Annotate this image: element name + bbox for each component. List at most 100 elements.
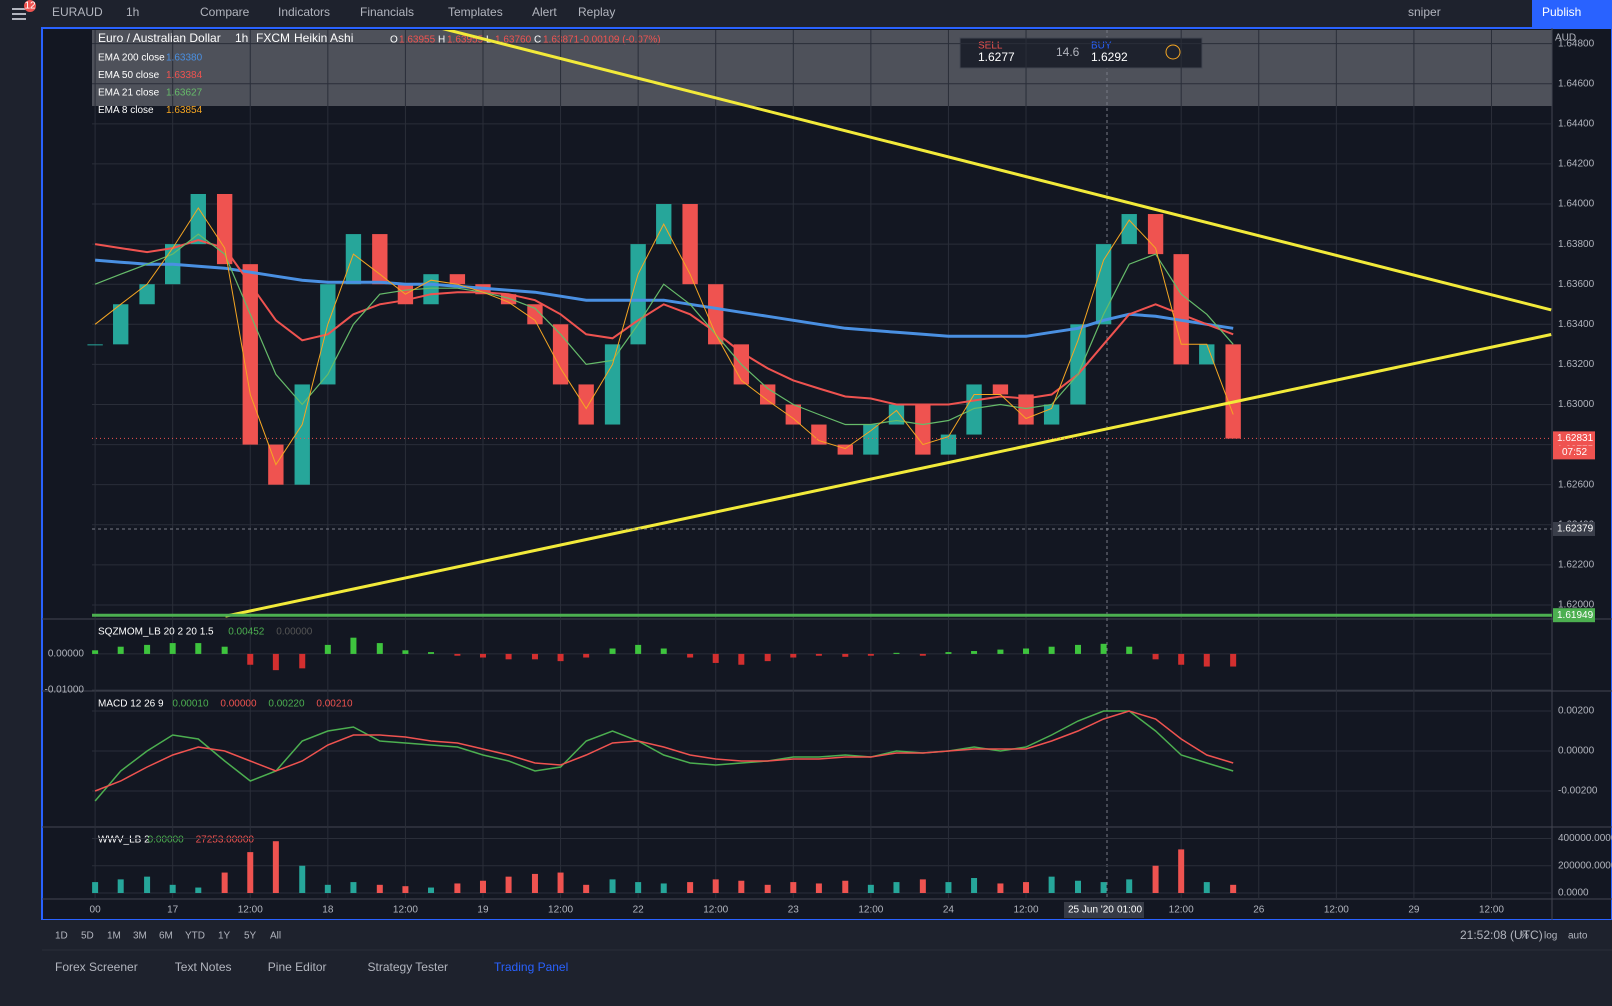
sell-label[interactable]: SELL [978,41,1003,52]
crosshair-date: 25 Jun '20 [1068,905,1114,916]
range-button[interactable]: YTD [185,931,205,942]
range-button[interactable]: 6M [159,931,173,942]
range-button[interactable]: 1M [107,931,121,942]
momentum-bar [402,650,409,654]
scale-option[interactable]: % [1520,931,1529,942]
price-label: 1.61949 [1557,610,1594,621]
clock: 21:52:08 (UTC) [1460,928,1543,942]
volume-bar [738,880,745,893]
user[interactable]: sniper [1408,5,1441,19]
tab[interactable]: Strategy Tester [368,960,448,974]
range-button[interactable]: 1Y [218,931,231,942]
candle [940,434,957,455]
tab[interactable]: Text Notes [175,960,232,974]
toolbar-button[interactable]: Compare [200,5,250,19]
momentum-bar [712,653,719,663]
volume-bar [815,883,822,893]
candle [888,404,905,425]
publish-button[interactable] [1532,0,1612,28]
trendline[interactable] [441,28,1552,312]
highlight-zone [92,30,1552,106]
y-tick-label: 1.64600 [1558,78,1595,89]
volume-bar [712,879,719,893]
candle [992,384,1009,395]
candle [1225,344,1241,439]
volume-bar [247,852,254,893]
range-button[interactable]: 5D [81,931,94,942]
volume-bar [169,884,176,893]
tab[interactable]: Forex Screener [55,960,138,974]
y-tick-label: 400000.0000 [1558,833,1612,844]
info-icon[interactable] [1165,44,1181,60]
ohlc-key: H [438,35,445,46]
momentum-bar [842,653,849,657]
volume-bar [1075,880,1082,893]
volume-bar [867,884,874,893]
momentum-bar [350,637,357,654]
legend-name: EMA 8 close [98,105,154,116]
toolbar-button[interactable]: Alert [532,5,557,19]
volume-bar [842,880,849,893]
volume-bar [376,884,383,893]
ema-line [94,239,1234,406]
tab[interactable]: Pine Editor [268,960,327,974]
candle [190,193,206,245]
volume-bar [92,882,99,893]
candle [604,344,621,425]
volume-bar [272,841,279,893]
toolbar-button[interactable]: Financials [360,5,414,19]
symbol[interactable]: EURAUD [52,5,103,19]
candle [863,424,879,455]
toolbar-button[interactable]: Templates [448,5,503,19]
menu-icon[interactable] [12,8,26,20]
momentum-bar [1203,653,1210,667]
range-button[interactable]: 3M [133,931,147,942]
interval[interactable]: 1h [126,5,139,19]
momentum-bar [971,651,978,654]
trendline[interactable] [225,333,1552,618]
range-button[interactable]: 5Y [244,931,257,942]
volume-bar [350,882,357,893]
ohlc-key: C [534,35,541,46]
toolbar-button[interactable]: Replay [578,5,615,19]
candle [372,234,388,285]
volume-bar [1152,865,1159,893]
tab[interactable]: Trading Panel [494,960,568,974]
candle [1173,254,1189,365]
volume-bar [1023,882,1030,893]
volume-bar [893,882,900,893]
publish-label[interactable]: Publish [1542,5,1581,19]
momentum-bar [583,653,590,658]
legend-value: 1.63384 [166,70,203,81]
momentum-bar [945,652,952,654]
trade-panel [959,37,1203,69]
range-button[interactable]: 1D [55,931,68,942]
momentum-bar [790,653,797,658]
toolbar-button[interactable]: Indicators [278,5,330,19]
buy-price[interactable]: 1.6292 [1091,50,1128,64]
momentum-bar [299,653,306,669]
y-tick-label: 1.63000 [1558,399,1595,410]
pane-title: WWV_LB 2 [98,835,150,846]
range-button[interactable]: All [270,931,281,942]
momentum-bar [1100,643,1107,654]
x-tick-label: 12:00 [1479,905,1504,916]
top-toolbar [0,0,1612,28]
momentum-bar [117,646,124,654]
change: -0.00109 (-0.07%) [580,35,661,46]
pane-legend-value: 27253.00000 [196,835,255,846]
momentum-bar [376,643,383,654]
scale-option[interactable]: auto [1568,931,1588,942]
x-tick-label: 22 [633,905,645,916]
x-tick-label: 18 [322,905,334,916]
x-tick-label: 24 [943,905,955,916]
volume-bar [764,884,771,893]
scale-option[interactable]: log [1544,931,1557,942]
momentum-bar [144,644,151,654]
sell-price[interactable]: 1.6277 [978,50,1015,64]
candle [578,384,594,425]
legend-value: 1.63627 [166,88,203,99]
legend-name: EMA 50 close [98,70,160,81]
buy-label[interactable]: BUY [1091,41,1112,52]
